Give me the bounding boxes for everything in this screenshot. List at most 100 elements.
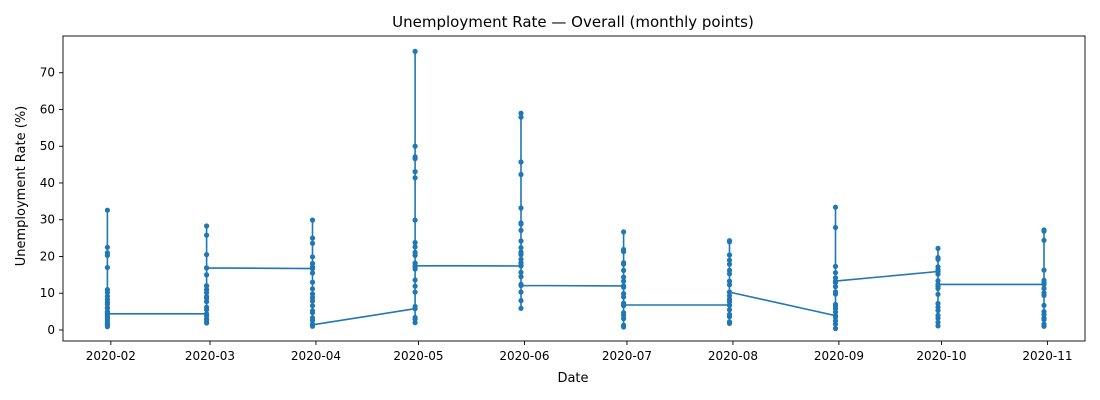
data-point xyxy=(935,278,941,284)
data-point xyxy=(309,260,316,267)
data-point xyxy=(309,286,316,292)
data-point xyxy=(309,315,316,321)
x-tick-label: 2020-07 xyxy=(602,349,652,363)
data-point xyxy=(621,260,627,266)
data-point xyxy=(935,255,941,261)
data-point xyxy=(1041,285,1047,292)
data-point xyxy=(518,159,524,165)
plot-area-frame xyxy=(62,35,1086,342)
y-tick-label: 40 xyxy=(40,176,55,190)
data-point xyxy=(104,305,110,311)
data-point xyxy=(518,256,524,262)
data-point xyxy=(518,289,524,295)
data-point xyxy=(621,278,627,284)
data-point xyxy=(412,217,418,223)
data-point xyxy=(204,272,210,278)
data-point xyxy=(104,264,110,271)
y-tick-label: 20 xyxy=(40,249,55,263)
data-point xyxy=(832,204,839,210)
chart-title: Unemployment Rate — Overall (monthly poi… xyxy=(392,13,754,31)
series-line xyxy=(106,50,1045,330)
data-point xyxy=(935,304,941,310)
data-point xyxy=(1041,315,1047,321)
data-point xyxy=(726,257,733,263)
y-tick-label: 10 xyxy=(40,286,55,300)
data-point xyxy=(726,252,733,258)
data-point xyxy=(412,289,418,295)
data-point xyxy=(309,240,316,246)
data-point xyxy=(621,291,627,297)
data-point xyxy=(935,245,941,251)
data-point xyxy=(204,265,210,271)
data-point xyxy=(204,232,210,238)
data-point xyxy=(309,291,316,297)
data-point xyxy=(1041,321,1047,327)
data-point xyxy=(726,302,733,308)
data-point xyxy=(518,298,524,304)
data-point xyxy=(104,299,110,305)
x-tick-label: 2020-03 xyxy=(185,349,235,363)
x-tick-label: 2020-10 xyxy=(916,349,966,363)
data-point xyxy=(204,252,210,258)
x-tick-label: 2020-11 xyxy=(1022,349,1072,363)
y-tick-label: 60 xyxy=(40,102,55,116)
data-point xyxy=(518,249,524,255)
data-point xyxy=(621,274,627,280)
data-point xyxy=(104,287,110,293)
y-tick-label: 0 xyxy=(47,323,55,337)
axes xyxy=(62,35,1086,342)
data-point xyxy=(309,310,316,316)
data-point xyxy=(832,289,839,295)
data-point xyxy=(1041,267,1047,273)
data-point xyxy=(518,110,524,116)
data-point xyxy=(204,223,210,229)
data-point xyxy=(204,289,210,296)
data-point xyxy=(935,323,941,329)
data-point xyxy=(832,270,839,276)
data-point xyxy=(726,278,733,284)
data-point xyxy=(204,320,210,326)
data-point xyxy=(1041,227,1047,233)
data-point xyxy=(726,238,733,244)
data-point xyxy=(935,264,941,270)
data-point xyxy=(1041,237,1047,243)
data-point xyxy=(1041,309,1047,315)
data-point xyxy=(621,267,627,273)
data-point xyxy=(832,224,839,231)
data-point xyxy=(412,244,418,250)
data-point xyxy=(412,169,418,175)
data-point xyxy=(412,143,418,149)
data-point xyxy=(726,311,733,318)
data-point xyxy=(309,235,316,241)
data-point xyxy=(518,282,524,289)
data-point xyxy=(104,311,110,317)
data-point xyxy=(412,249,418,255)
x-tick-label: 2020-09 xyxy=(814,349,864,363)
data-point xyxy=(518,114,524,120)
data-point xyxy=(832,325,839,332)
data-point xyxy=(726,296,733,303)
data-point xyxy=(309,217,316,223)
y-tick-label: 70 xyxy=(40,66,55,80)
data-point xyxy=(412,314,418,321)
data-point xyxy=(621,322,627,328)
data-point xyxy=(104,317,110,323)
data-point xyxy=(518,269,524,275)
data-point xyxy=(204,295,210,301)
data-point xyxy=(309,254,316,260)
data-point xyxy=(935,271,941,277)
data-point xyxy=(412,175,418,181)
y-axis-ticks: 0 10 20 30 40 50 60 70 xyxy=(40,66,63,337)
data-point xyxy=(935,312,941,318)
data-point xyxy=(832,284,839,290)
data-point xyxy=(104,250,110,256)
data-point xyxy=(621,229,627,235)
data-point xyxy=(726,289,733,295)
data-point xyxy=(1041,290,1047,296)
data-point xyxy=(412,48,418,55)
series-lines xyxy=(106,50,1045,330)
data-point xyxy=(518,205,524,211)
data-point xyxy=(726,319,733,325)
data-point xyxy=(726,307,733,313)
